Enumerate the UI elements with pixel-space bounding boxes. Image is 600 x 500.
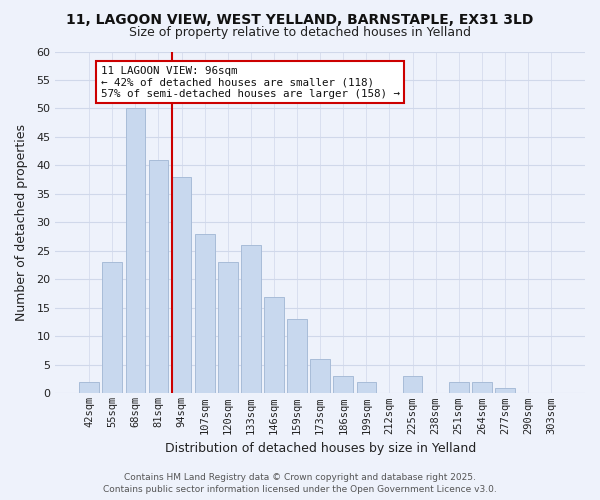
Bar <box>449 382 469 394</box>
Text: 11 LAGOON VIEW: 96sqm
← 42% of detached houses are smaller (118)
57% of semi-det: 11 LAGOON VIEW: 96sqm ← 42% of detached … <box>101 66 400 99</box>
Bar <box>172 177 191 394</box>
Bar <box>125 108 145 394</box>
Bar <box>287 320 307 394</box>
Bar <box>241 245 260 394</box>
Text: 11, LAGOON VIEW, WEST YELLAND, BARNSTAPLE, EX31 3LD: 11, LAGOON VIEW, WEST YELLAND, BARNSTAPL… <box>67 12 533 26</box>
Bar <box>356 382 376 394</box>
Bar <box>103 262 122 394</box>
Bar <box>264 296 284 394</box>
Bar <box>195 234 215 394</box>
Bar <box>218 262 238 394</box>
Bar <box>403 376 422 394</box>
Bar <box>495 388 515 394</box>
Y-axis label: Number of detached properties: Number of detached properties <box>15 124 28 321</box>
Bar <box>79 382 99 394</box>
Text: Size of property relative to detached houses in Yelland: Size of property relative to detached ho… <box>129 26 471 39</box>
Bar <box>310 359 330 394</box>
Text: Contains HM Land Registry data © Crown copyright and database right 2025.
Contai: Contains HM Land Registry data © Crown c… <box>103 472 497 494</box>
X-axis label: Distribution of detached houses by size in Yelland: Distribution of detached houses by size … <box>164 442 476 455</box>
Bar <box>149 160 169 394</box>
Bar <box>334 376 353 394</box>
Bar <box>472 382 491 394</box>
